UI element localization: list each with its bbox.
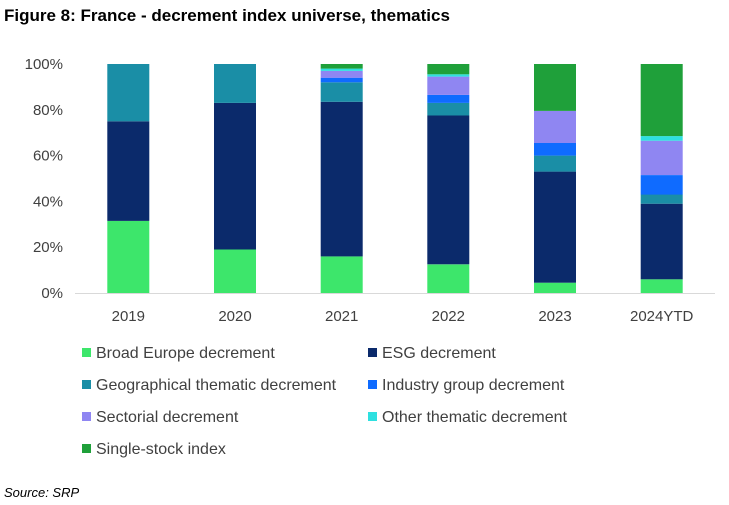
bar-segment-2022-sectorial-decrement: [427, 76, 470, 95]
y-tick-label: 80%: [33, 102, 63, 119]
bar-segment-2024YTD-single-stock-index: [640, 64, 683, 137]
bar-segment-2021-single-stock-index: [320, 64, 363, 69]
bar-segment-2020-broad-europe-decrement: [214, 249, 256, 293]
x-tick-label: 2024YTD: [630, 308, 694, 325]
bar-segment-2023-esg-decrement: [534, 171, 576, 283]
bar-segment-2021-esg-decrement: [320, 101, 363, 257]
bar-segment-2022-single-stock-index: [427, 64, 470, 75]
bar-segment-2024YTD-sectorial-decrement: [640, 140, 683, 175]
bar-segment-2022-esg-decrement: [427, 115, 470, 265]
legend-label: Broad Europe decrement: [96, 345, 275, 362]
bar-segment-2021-sectorial-decrement: [320, 70, 363, 78]
bar-segment-2024YTD-industry-group-decrement: [640, 175, 683, 195]
bar-segment-2023-broad-europe-decrement: [534, 282, 576, 293]
y-tick-label: 40%: [33, 193, 63, 210]
bar-segment-2022-industry-group-decrement: [427, 94, 470, 103]
legend-swatch: [368, 380, 377, 389]
bar-segment-2020-esg-decrement: [214, 102, 256, 250]
legend-label: Other thematic decrement: [382, 409, 568, 426]
legend-label: Geographical thematic decrement: [96, 377, 337, 394]
legend-label: Single-stock index: [96, 441, 226, 458]
legend-swatch: [82, 412, 91, 421]
y-tick-label: 100%: [25, 56, 63, 73]
bar-segment-2022-other-thematic-decrement: [427, 74, 470, 77]
legend-label: ESG decrement: [382, 345, 496, 362]
bars-group: [107, 64, 683, 293]
bar-segment-2022-broad-europe-decrement: [427, 264, 470, 293]
bar-segment-2021-industry-group-decrement: [320, 77, 363, 83]
legend-swatch: [82, 444, 91, 453]
x-tick-label: 2021: [325, 308, 358, 325]
x-axis: 2019 2020 2021 2022 2023 2024YTD: [75, 293, 715, 325]
legend-label: Industry group decrement: [382, 377, 565, 394]
legend: Broad Europe decrement ESG decrement Geogr…: [82, 345, 568, 458]
bar-segment-2023-sectorial-decrement: [534, 110, 576, 143]
bar-segment-2021-other-thematic-decrement: [320, 68, 363, 71]
bar-segment-2019-geographical-thematic-decrement: [107, 64, 150, 122]
bar-segment-2019-esg-decrement: [107, 121, 150, 221]
x-tick-label: 2020: [218, 308, 251, 325]
bar-segment-2023-industry-group-decrement: [534, 143, 576, 156]
bar-segment-2023-geographical-thematic-decrement: [534, 155, 576, 172]
bar-segment-2021-broad-europe-decrement: [320, 256, 363, 293]
legend-swatch: [82, 380, 91, 389]
y-tick-label: 0%: [41, 285, 63, 302]
legend-swatch: [82, 348, 91, 357]
bar-segment-2024YTD-broad-europe-decrement: [640, 279, 683, 293]
y-axis: 0% 20% 40% 60% 80% 100%: [25, 56, 63, 302]
bar-segment-2021-geographical-thematic-decrement: [320, 82, 363, 102]
x-tick-label: 2019: [112, 308, 145, 325]
bar-segment-2023-single-stock-index: [534, 64, 576, 111]
legend-label: Sectorial decrement: [96, 409, 239, 426]
bar-segment-2022-geographical-thematic-decrement: [427, 102, 470, 116]
legend-swatch: [368, 348, 377, 357]
bar-segment-2024YTD-esg-decrement: [640, 203, 683, 280]
legend-swatch: [368, 412, 377, 421]
bar-segment-2019-broad-europe-decrement: [107, 220, 150, 293]
stacked-bar-chart: 0%20%40%60%80%100% 2019 2020 2021 2022 2023 2…: [25, 56, 715, 458]
chart-title: Figure 8: France - decrement index unive…: [4, 6, 450, 25]
y-tick-label: 20%: [33, 239, 63, 256]
x-tick-label: 2022: [432, 308, 465, 325]
bar-segment-2024YTD-geographical-thematic-decrement: [640, 194, 683, 204]
source-note: Source: SRP: [4, 485, 80, 500]
bar-segment-2020-geographical-thematic-decrement: [214, 64, 256, 103]
x-tick-label: 2023: [538, 308, 571, 325]
y-tick-label: 60%: [33, 148, 63, 165]
bar-segment-2024YTD-other-thematic-decrement: [640, 136, 683, 141]
